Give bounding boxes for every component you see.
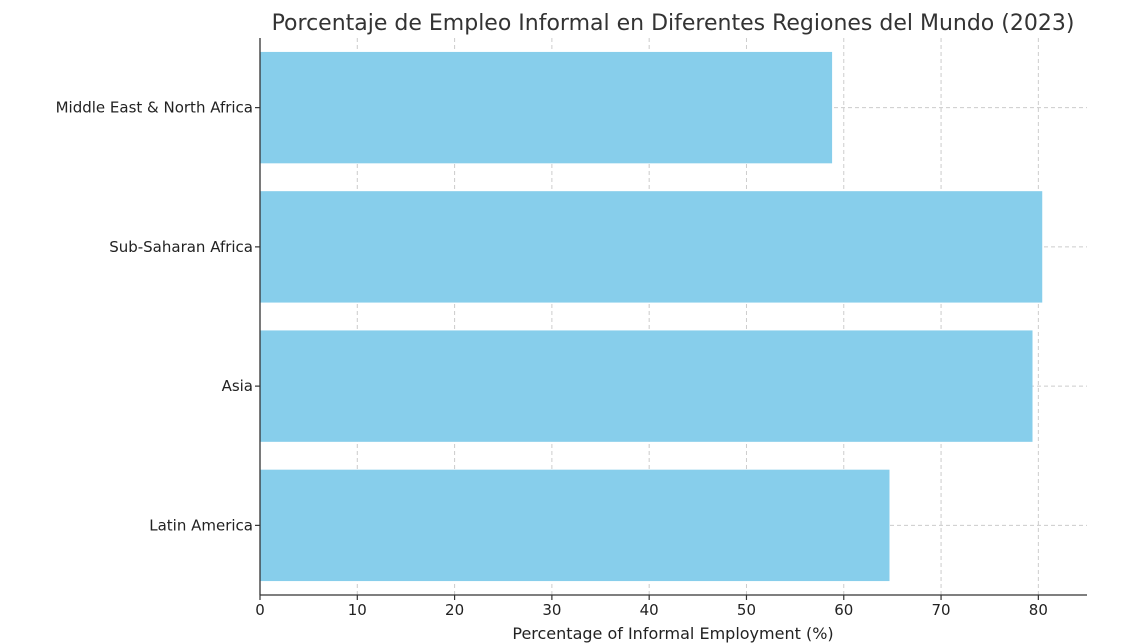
y-tick-label: Sub-Saharan Africa	[109, 238, 253, 256]
x-tick-label: 0	[255, 601, 265, 619]
bar-middle-east-north-africa	[260, 51, 833, 164]
x-tick-label: 70	[932, 601, 951, 619]
bar-latin-america	[260, 469, 890, 582]
x-tick-label: 80	[1029, 601, 1048, 619]
chart-title: Porcentaje de Empleo Informal en Diferen…	[272, 11, 1075, 36]
y-tick-label: Latin America	[149, 516, 253, 534]
x-tick-label: 60	[834, 601, 853, 619]
bar-sub-saharan-africa	[260, 191, 1043, 303]
x-ticks: 0 10 20 30 40 50 60 70 80	[255, 595, 1048, 619]
x-tick-label: 50	[737, 601, 756, 619]
bars	[260, 51, 1043, 582]
x-tick-label: 40	[640, 601, 659, 619]
x-tick-label: 10	[348, 601, 367, 619]
y-tick-label: Asia	[222, 377, 253, 395]
bar-asia	[260, 330, 1033, 442]
x-tick-label: 20	[445, 601, 464, 619]
x-tick-label: 30	[542, 601, 561, 619]
y-ticks: Latin America Asia Sub-Saharan Africa Middl…	[56, 99, 260, 534]
x-axis-label: Percentage of Informal Employment (%)	[512, 624, 833, 643]
axes	[259, 38, 1087, 596]
y-tick-label: Middle East & North Africa	[56, 99, 253, 117]
